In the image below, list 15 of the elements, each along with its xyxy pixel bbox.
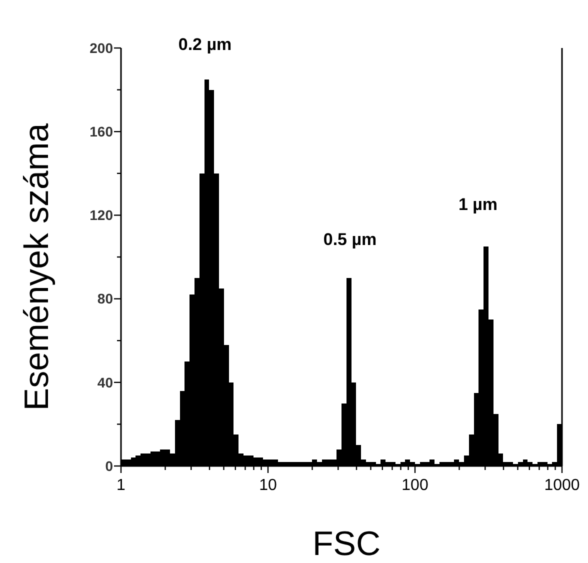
y-axis-title: Események száma bbox=[18, 123, 56, 411]
y-tick-label: 160 bbox=[90, 124, 114, 140]
y-tick-label: 200 bbox=[90, 40, 114, 56]
x-axis-title: FSC bbox=[312, 525, 380, 563]
x-tick-label: 10 bbox=[259, 477, 277, 494]
x-tick-label: 1000 bbox=[544, 477, 580, 494]
y-tick-label: 0 bbox=[105, 458, 114, 474]
annotation: 0.2 µm bbox=[178, 35, 232, 54]
annotation: 1 µm bbox=[458, 195, 498, 214]
y-tick-label: 120 bbox=[90, 207, 114, 224]
annotation: 0.5 µm bbox=[323, 230, 377, 249]
x-tick-label: 1 bbox=[116, 477, 126, 494]
y-tick-label: 80 bbox=[97, 290, 114, 307]
y-tick-label: 40 bbox=[97, 374, 114, 390]
x-tick-label: 100 bbox=[402, 477, 428, 494]
